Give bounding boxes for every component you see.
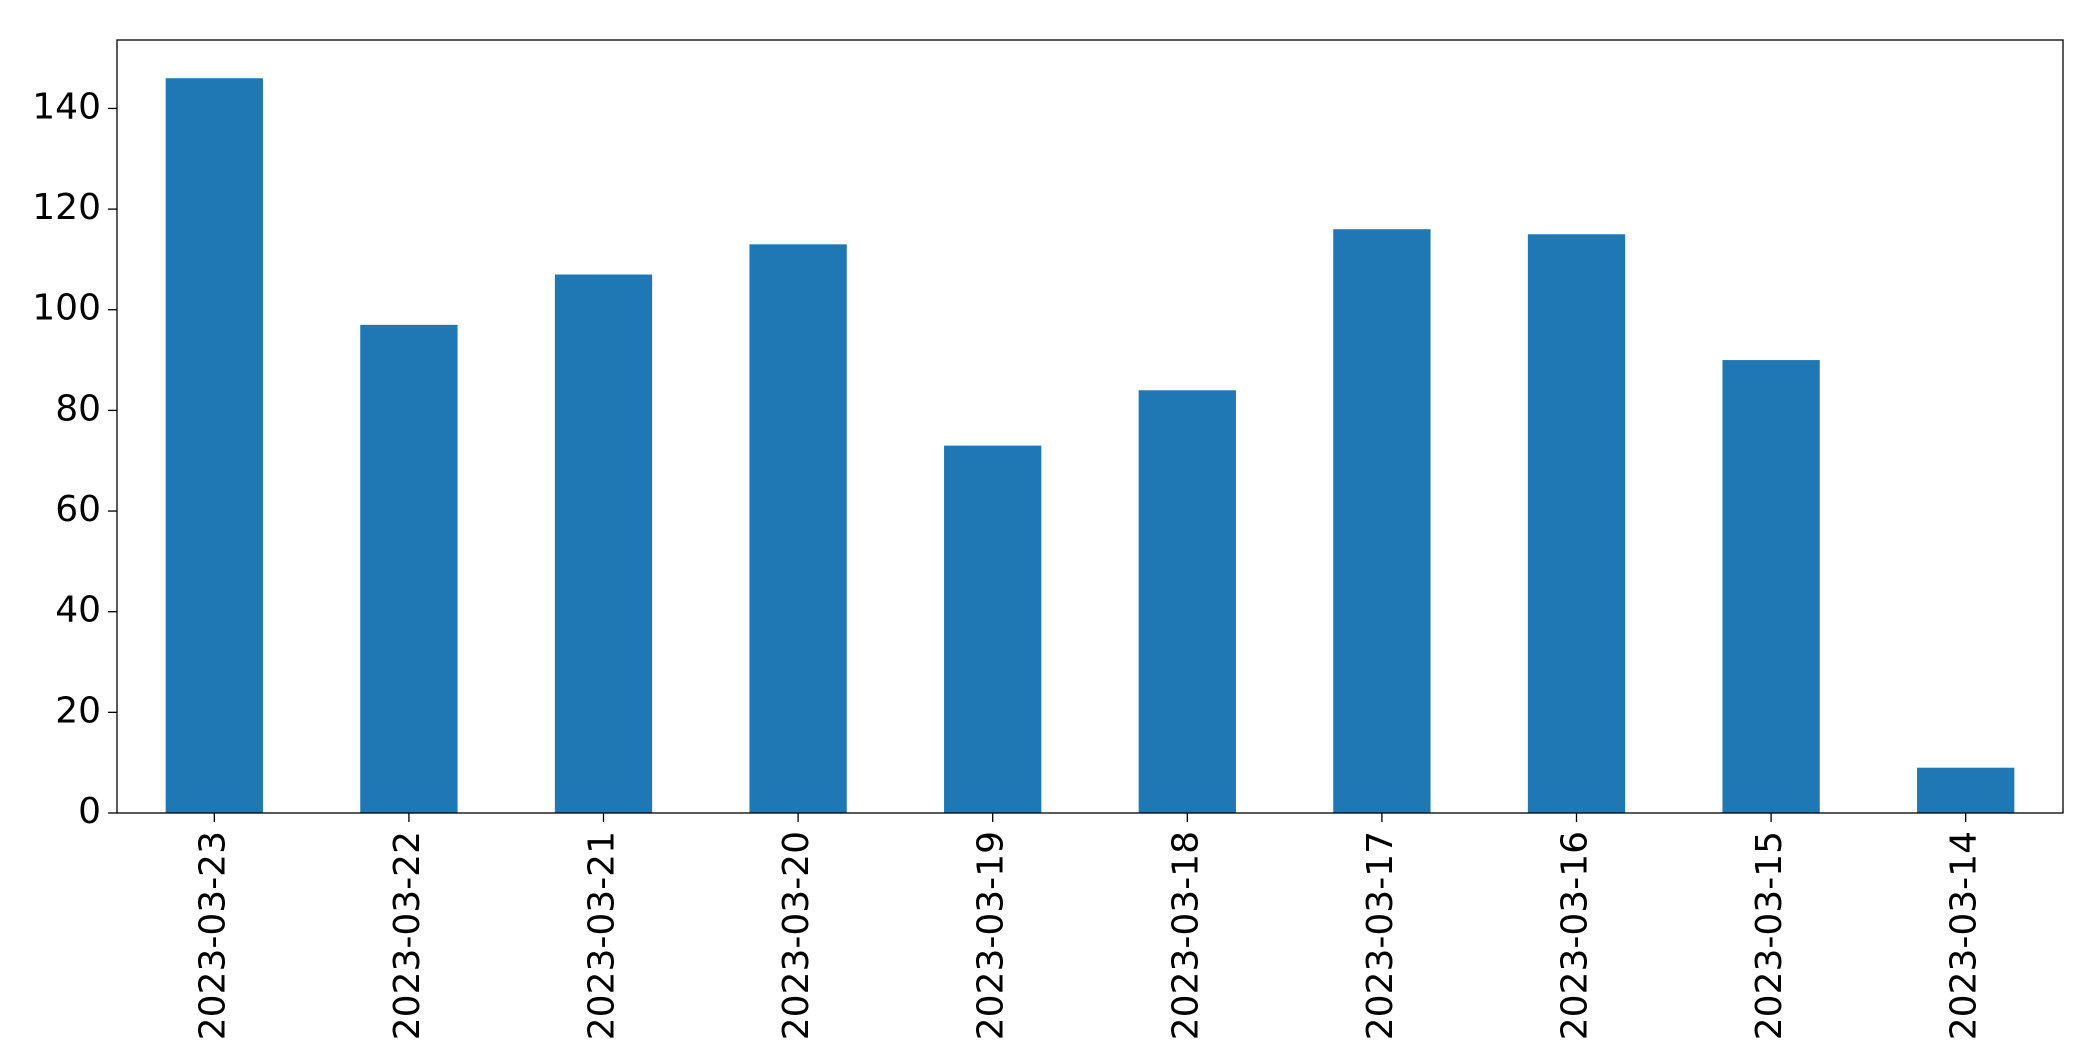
x-tick-label: 2023-03-16	[1555, 831, 1596, 1040]
bar	[1722, 360, 1820, 813]
y-tick-label: 140	[32, 86, 101, 127]
bar	[1333, 229, 1431, 814]
y-tick-label: 40	[55, 590, 101, 631]
y-tick-label: 20	[55, 690, 101, 731]
bar	[1917, 767, 2015, 813]
y-tick-label: 0	[78, 791, 101, 832]
bar	[749, 244, 847, 814]
x-tick-label: 2023-03-15	[1749, 831, 1790, 1040]
bar	[360, 324, 458, 813]
bar	[944, 445, 1042, 813]
bar	[165, 78, 263, 814]
x-tick-label: 2023-03-23	[192, 831, 233, 1040]
y-tick-label: 100	[32, 288, 101, 329]
y-tick-label: 60	[55, 489, 101, 530]
plot-frame	[116, 39, 2064, 814]
x-tick-label: 2023-03-20	[776, 831, 817, 1040]
x-tick-label: 2023-03-18	[1165, 831, 1206, 1040]
y-tick-label: 120	[32, 187, 101, 228]
bar	[1527, 234, 1626, 813]
bar	[1138, 390, 1236, 813]
x-tick-label: 2023-03-22	[387, 831, 428, 1040]
x-tick-label: 2023-03-21	[582, 831, 623, 1040]
bar	[554, 274, 653, 813]
x-tick-label: 2023-03-19	[971, 831, 1012, 1040]
y-tick-label: 80	[55, 388, 101, 429]
x-tick-label: 2023-03-14	[1944, 831, 1985, 1040]
x-tick-label: 2023-03-17	[1360, 831, 1401, 1040]
